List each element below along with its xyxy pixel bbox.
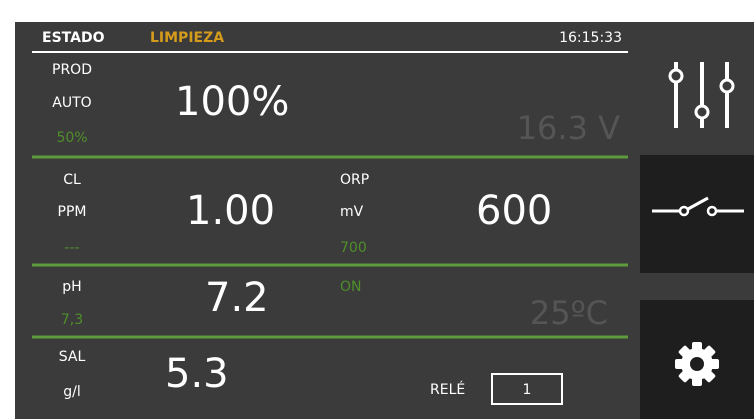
status-value: LIMPIEZA <box>150 30 224 46</box>
settings-sliders-button[interactable] <box>668 62 735 128</box>
orp-status: ON <box>340 279 362 295</box>
orp-label: ORP <box>340 172 369 188</box>
orp-setpoint: 700 <box>340 240 367 256</box>
prod-label: PROD <box>52 62 92 78</box>
ph-label: pH <box>62 279 81 295</box>
salt-value: 5.3 <box>165 351 229 397</box>
voltage: 16.3 V <box>517 109 620 147</box>
orp-unit: mV <box>340 204 364 220</box>
relay-value[interactable]: 1 <box>523 382 532 398</box>
prod-value: 100% <box>175 79 289 125</box>
ph-setpoint: 7,3 <box>61 312 83 328</box>
background <box>15 22 754 419</box>
prod-mode: AUTO <box>52 95 91 111</box>
clock: 16:15:33 <box>559 30 622 46</box>
switch-button[interactable] <box>640 155 754 273</box>
relay-box[interactable] <box>491 373 563 405</box>
prod-setpoint: 50% <box>56 130 87 146</box>
cl-value: 1.00 <box>186 188 275 234</box>
gear-button[interactable] <box>640 300 754 419</box>
salt-label: SAL <box>59 349 86 365</box>
orp-value: 600 <box>476 188 552 234</box>
status-label: ESTADO <box>42 30 105 46</box>
ph-value: 7.2 <box>205 275 269 321</box>
salt-unit: g/l <box>63 384 81 400</box>
cl-setpoint: --- <box>64 240 79 256</box>
temperature: 25ºC <box>530 294 608 332</box>
cl-unit: PPM <box>58 204 87 220</box>
cl-label: CL <box>63 172 81 188</box>
relay-label: RELÉ <box>430 381 465 398</box>
